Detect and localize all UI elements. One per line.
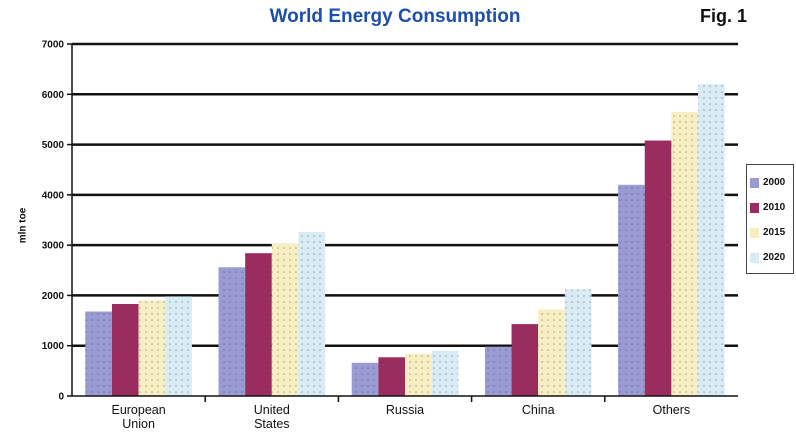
y-tick-label: 3000 [42, 241, 65, 252]
legend-item: 2020 [750, 250, 792, 266]
bar [378, 357, 405, 396]
bar [245, 253, 272, 396]
bar [618, 184, 645, 396]
legend-swatch [750, 228, 759, 238]
legend-label: 2000 [763, 177, 786, 188]
bar [644, 140, 672, 396]
x-tick-label: European Union [111, 403, 165, 431]
bar [511, 324, 539, 396]
bar [564, 289, 592, 396]
x-tick-label: United States [254, 403, 290, 431]
legend-label: 2020 [763, 252, 786, 263]
x-tick-label: Others [653, 403, 691, 417]
y-tick-label: 4000 [42, 190, 65, 201]
bar [165, 296, 192, 396]
bar [405, 353, 432, 396]
legend-label: 2010 [763, 202, 786, 213]
bar [538, 309, 565, 396]
y-tick-label: 0 [58, 392, 64, 403]
legend-swatch [750, 253, 759, 263]
x-tick-label: Russia [386, 403, 424, 417]
bar [671, 111, 699, 396]
bar [138, 300, 166, 396]
legend-swatch [750, 178, 759, 188]
y-tick-label: 5000 [42, 140, 65, 151]
legend-swatch [750, 203, 759, 213]
legend-item: 2010 [750, 200, 792, 216]
bar [484, 346, 512, 396]
y-tick-label: 2000 [42, 291, 65, 302]
legend-item: 2000 [750, 175, 792, 191]
bar [111, 303, 139, 396]
y-tick-label: 6000 [42, 90, 65, 101]
bar [218, 267, 246, 396]
legend-label: 2015 [763, 227, 786, 238]
y-tick-label: 1000 [42, 341, 65, 352]
bar [85, 311, 112, 396]
figure-label: Fig. 1 [700, 6, 748, 26]
bar [698, 84, 725, 396]
legend-item: 2015 [750, 225, 792, 241]
y-tick-label: 7000 [42, 40, 65, 51]
x-tick-label: China [522, 403, 555, 417]
bar [298, 232, 326, 396]
bar [351, 362, 379, 396]
bar [271, 243, 299, 396]
chart-title: World Energy Consumption [269, 6, 521, 27]
bar [431, 350, 459, 396]
legend: 2000 2010 2015 2020 [746, 164, 794, 274]
